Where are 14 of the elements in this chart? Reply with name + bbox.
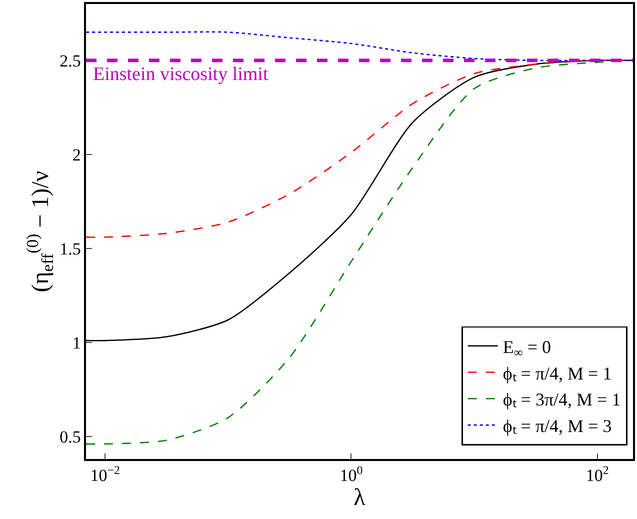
y-tick-label: 1.5 (60, 239, 81, 258)
y-tick-label: 2.5 (60, 51, 81, 70)
x-axis-title: λ (354, 485, 366, 512)
legend-label: ϕₜ = π/4, M = 3 (502, 416, 612, 436)
legend-label: ϕₜ = π/4, M = 1 (502, 363, 612, 384)
y-tick-label: 2 (72, 145, 81, 164)
x-tick-label: 10$^{−2}$ (90, 463, 120, 486)
y-tick-label: 1 (72, 333, 81, 352)
x-tick-label: 10$^{0}$ (340, 463, 363, 486)
legend-label: ϕₜ = 3π/4, M = 1 (502, 390, 621, 410)
x-tick-label: 10$^{2}$ (586, 463, 609, 486)
ref-line-label: Einstein viscosity limit (93, 64, 269, 85)
y-tick-label: 0.5 (60, 427, 81, 446)
legend-label: E$_{∞}$ = 0 (502, 336, 551, 360)
